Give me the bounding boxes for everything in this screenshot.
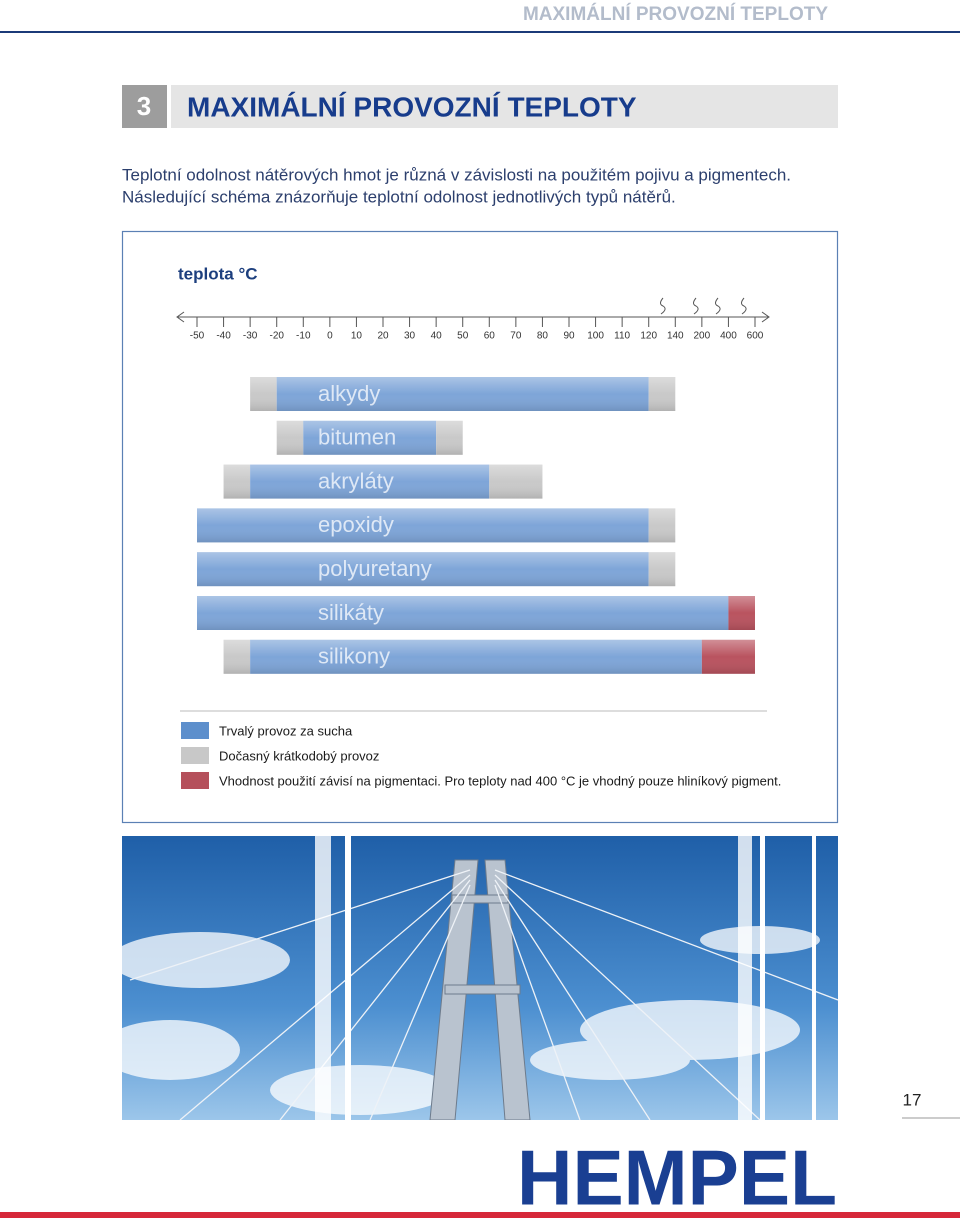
title-gap (167, 85, 171, 128)
bar-label: epoxidy (318, 512, 394, 537)
legend-label: Vhodnost použití závisí na pigmentaci. P… (219, 773, 781, 788)
bar-label: alkydy (318, 381, 380, 406)
x-tick-label: -40 (216, 331, 231, 342)
bar-shade (250, 464, 490, 499)
bar-shade (197, 508, 649, 543)
bar-shade (648, 552, 676, 587)
x-axis-label: teplota °C (178, 264, 258, 283)
bar-shade (197, 552, 649, 587)
page-number: 17 (903, 1090, 922, 1109)
bar-shade (250, 639, 702, 674)
footer-bar (0, 1212, 960, 1218)
chart-frame (121, 230, 839, 824)
header-rule (0, 31, 960, 33)
bar-shade (250, 377, 277, 411)
bar-shade (648, 508, 676, 543)
bar-shade (197, 596, 729, 630)
x-tick-label: -50 (190, 331, 205, 342)
running-title: MAXIMÁLNÍ PROVOZNÍ TEPLOTY (523, 3, 828, 25)
x-tick-label: 140 (667, 331, 684, 342)
bar-shade (489, 464, 543, 499)
intro-line: Teplotní odolnost nátěrových hmot je růz… (122, 165, 791, 184)
bar-shade (276, 420, 304, 455)
x-tick-label: 120 (640, 331, 657, 342)
x-tick-label: -20 (269, 331, 284, 342)
x-tick-label: 20 (377, 331, 389, 342)
bar-label: akryláty (318, 468, 394, 493)
bar-shade (276, 377, 649, 411)
x-tick-label: 0 (327, 331, 333, 342)
bar-label: polyuretany (318, 556, 432, 581)
title-band (122, 85, 838, 128)
bridge-photo (122, 836, 838, 1120)
bar-shade (701, 639, 755, 674)
number-box (122, 85, 167, 128)
bar-shade (728, 596, 755, 630)
legend-label: Trvalý provoz za sucha (219, 723, 353, 738)
x-tick-label: 60 (484, 331, 496, 342)
section-number: 3 (137, 91, 151, 121)
x-tick-label: 40 (431, 331, 443, 342)
x-tick-label: 80 (537, 331, 549, 342)
bar-shade (436, 420, 463, 455)
bar-label: silikáty (318, 600, 384, 625)
x-tick-label: 600 (747, 331, 764, 342)
logo: HEMPEL (517, 1134, 837, 1218)
x-tick-label: 30 (404, 331, 416, 342)
legend-swatch (181, 747, 209, 764)
x-tick-label: -30 (243, 331, 258, 342)
bar-label: bitumen (318, 425, 396, 450)
x-tick-label: 90 (563, 331, 575, 342)
legend-label: Dočasný krátkodobý provoz (219, 748, 379, 763)
x-tick-label: 200 (694, 331, 711, 342)
x-tick-label: 100 (587, 331, 604, 342)
axis-arrows (176, 311, 770, 323)
bar-shade (223, 639, 251, 674)
x-tick-label: 50 (457, 331, 469, 342)
axis-breaks (660, 297, 747, 315)
x-tick-label: 400 (720, 331, 737, 342)
x-tick-label: -10 (296, 331, 311, 342)
x-tick-label: 70 (510, 331, 522, 342)
section-title: MAXIMÁLNÍ PROVOZNÍ TEPLOTY (187, 91, 637, 122)
bar-shade (223, 464, 251, 499)
bar-label: silikony (318, 644, 390, 669)
legend-swatch (181, 772, 209, 789)
intro-line: Následující schéma znázorňuje teplotní o… (122, 187, 676, 206)
legend-swatch (181, 722, 209, 739)
bar-shade (303, 420, 437, 455)
x-tick-label: 110 (614, 331, 630, 342)
x-tick-label: 10 (351, 331, 363, 342)
bar-shade (648, 377, 676, 411)
